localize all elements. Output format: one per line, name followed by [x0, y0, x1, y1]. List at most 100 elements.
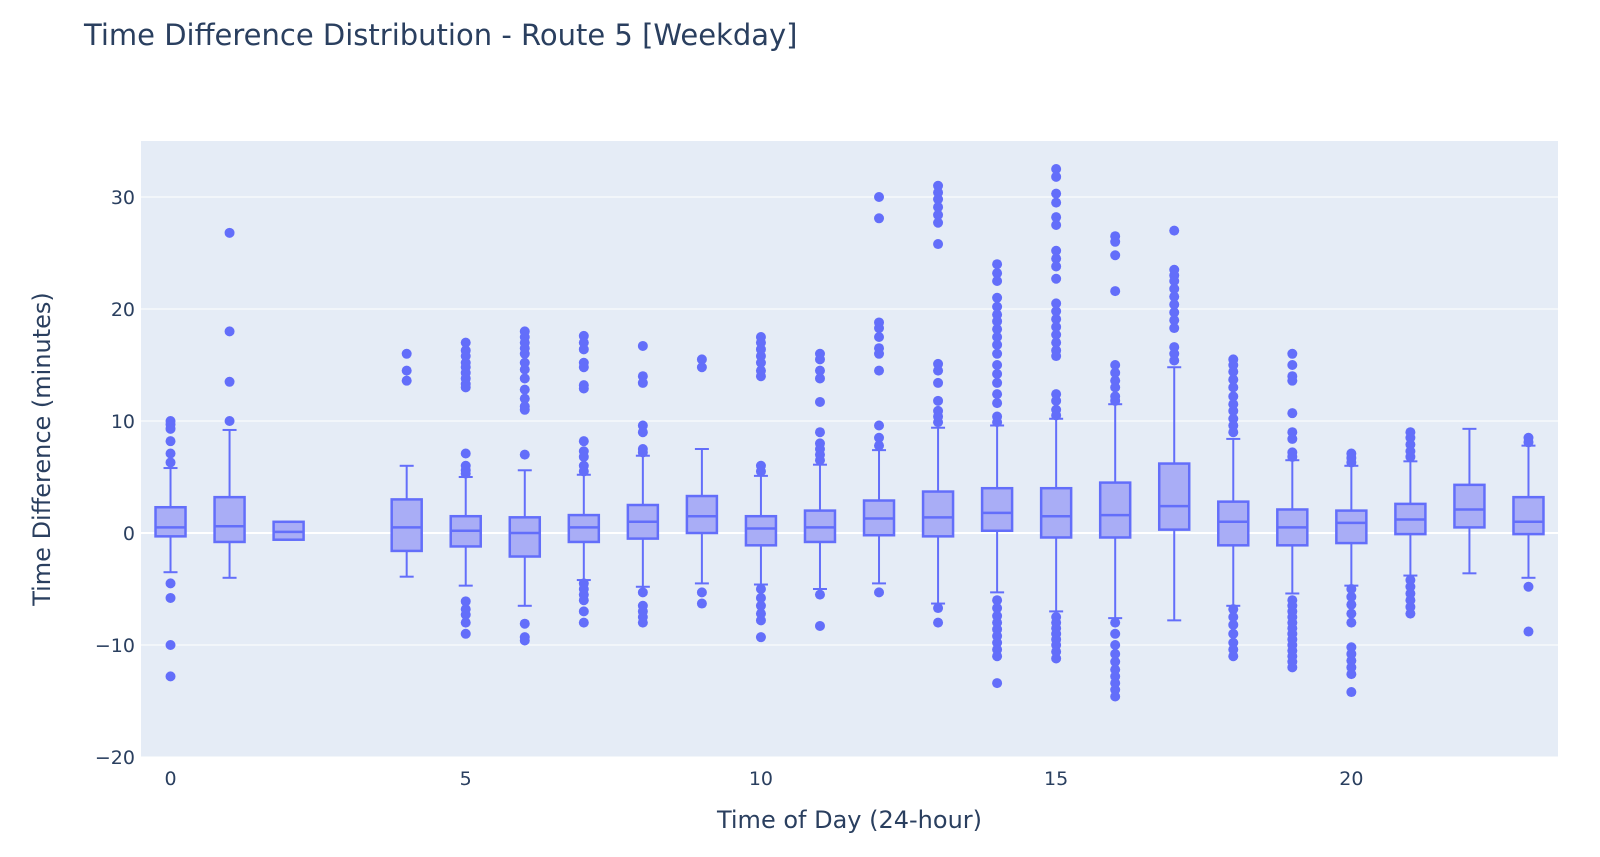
outlier-point — [696, 598, 707, 609]
outlier-point — [696, 587, 707, 598]
outlier-point — [165, 436, 176, 447]
outlier-point — [1051, 321, 1062, 332]
outlier-point — [992, 377, 1003, 388]
box-hour-23 — [1512, 432, 1545, 637]
box-hour-0 — [154, 416, 187, 682]
outlier-point — [874, 587, 885, 598]
outlier-point — [992, 316, 1003, 327]
outlier-point — [933, 603, 944, 614]
y-tick-label: 30 — [111, 187, 135, 209]
y-tick-label: 0 — [123, 523, 135, 545]
outlier-point — [1051, 351, 1062, 362]
outlier-point — [1405, 451, 1416, 462]
box-hour-8 — [626, 340, 660, 628]
outlier-point — [992, 603, 1003, 614]
outlier-point — [992, 332, 1003, 342]
box-hour-17 — [1157, 225, 1191, 622]
outlier-point — [1051, 314, 1062, 325]
outlier-point — [933, 194, 944, 205]
outlier-point — [1051, 197, 1062, 208]
outlier-point — [1110, 286, 1121, 297]
x-axis-ticks: 0 5 10 15 20 — [164, 768, 1363, 790]
outlier-point — [992, 389, 1003, 400]
outlier-point — [755, 592, 766, 603]
outlier-point — [1287, 451, 1298, 462]
box-hour-16 — [1098, 231, 1132, 702]
outlier-point — [519, 404, 530, 415]
outlier-point — [992, 595, 1003, 606]
outlier-point — [755, 584, 766, 594]
iqr-box — [213, 495, 246, 544]
outlier-point — [1051, 410, 1062, 421]
outlier-point — [165, 578, 176, 589]
x-tick-label: 20 — [1339, 768, 1363, 790]
outlier-point — [1228, 391, 1239, 402]
outlier-point — [933, 365, 944, 376]
outlier-point — [637, 427, 648, 438]
outlier-point — [814, 396, 825, 407]
outlier-point — [1346, 457, 1357, 468]
outlier-point — [1110, 691, 1121, 702]
outlier-point — [874, 323, 885, 334]
iqr-box — [154, 505, 187, 538]
outlier-point — [460, 468, 471, 479]
outlier-point — [1110, 367, 1121, 378]
outlier-point — [1110, 250, 1121, 261]
outlier-point — [874, 432, 885, 443]
outlier-point — [1169, 283, 1180, 294]
outlier-point — [814, 589, 825, 600]
outlier-point — [992, 678, 1003, 689]
outlier-point — [1346, 591, 1357, 602]
outlier-point — [933, 217, 944, 228]
outlier-point — [460, 609, 471, 620]
y-tick-label: −20 — [95, 747, 135, 769]
iqr-box — [921, 490, 955, 538]
outlier-point — [578, 595, 589, 606]
box-hour-22 — [1453, 427, 1486, 575]
y-tick-label: 10 — [111, 411, 135, 433]
outlier-point — [1051, 306, 1062, 317]
outlier-point — [696, 362, 707, 373]
outlier-point — [992, 368, 1003, 379]
outlier-point — [1051, 273, 1062, 284]
outlier-point — [460, 382, 471, 393]
outlier-point — [1051, 261, 1062, 272]
outlier-point — [1051, 337, 1062, 348]
outlier-point — [460, 337, 471, 348]
outlier-point — [1169, 225, 1180, 236]
box-hour-6 — [508, 326, 542, 646]
outlier-point — [401, 365, 412, 376]
outlier-point — [1051, 188, 1062, 199]
outlier-point — [578, 466, 589, 477]
outlier-point — [1287, 433, 1298, 444]
outlier-point — [519, 384, 530, 395]
outlier-point — [874, 332, 885, 342]
outlier-point — [165, 671, 176, 682]
plot-background — [141, 141, 1558, 757]
outlier-point — [933, 202, 944, 213]
outlier-point — [874, 192, 885, 202]
outlier-point — [1346, 599, 1357, 610]
outlier-point — [814, 365, 825, 376]
outlier-point — [1287, 348, 1298, 359]
outlier-point — [1051, 220, 1062, 230]
outlier-point — [637, 617, 648, 628]
box-hour-11 — [803, 348, 837, 631]
x-tick-label: 0 — [164, 768, 176, 790]
outlier-point — [637, 377, 648, 388]
box-hour-18 — [1217, 354, 1250, 662]
outlier-point — [1287, 375, 1298, 386]
outlier-point — [874, 420, 885, 431]
outlier-point — [1051, 245, 1062, 256]
outlier-point — [1110, 360, 1121, 370]
outlier-point — [1228, 604, 1239, 615]
outlier-point — [814, 354, 825, 365]
x-axis-title: Time of Day (24-hour) — [716, 806, 982, 834]
iqr-box — [1217, 500, 1250, 547]
outlier-point — [578, 344, 589, 355]
outlier-point — [755, 466, 766, 477]
outlier-point — [460, 628, 471, 639]
box-hour-19 — [1276, 348, 1309, 673]
outlier-point — [992, 259, 1003, 270]
y-axis-title: Time Difference (minutes) — [28, 292, 56, 607]
